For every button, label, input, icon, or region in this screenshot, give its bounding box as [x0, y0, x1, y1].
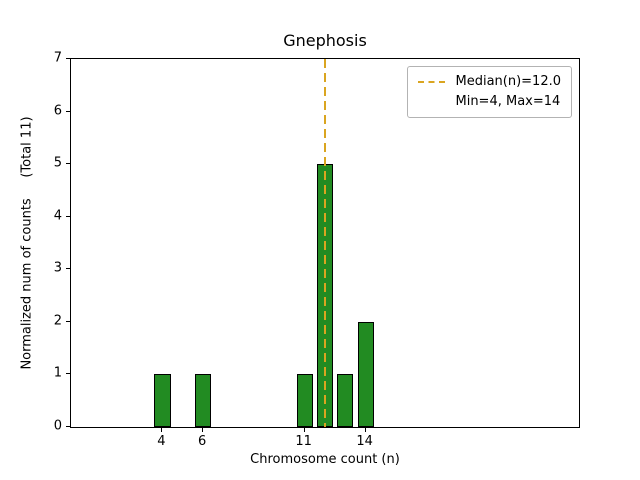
- legend: Median(n)=12.0 Min=4, Max=14: [407, 66, 572, 118]
- y-tick-mark: [66, 163, 70, 165]
- x-tick-mark: [202, 428, 204, 432]
- median-dashed-line-legend-swatch: [418, 80, 446, 83]
- histogram-bar-n13: [337, 374, 354, 427]
- y-tick-mark: [66, 58, 70, 59]
- x-tick-label: 4: [157, 434, 166, 449]
- legend-row-minmax: Min=4, Max=14: [418, 94, 561, 109]
- x-tick-label: 14: [356, 434, 373, 449]
- chart-title: Gnephosis: [283, 31, 367, 50]
- median-line: [324, 59, 326, 427]
- legend-median-label: Median(n)=12.0: [455, 74, 561, 89]
- x-tick-mark: [161, 428, 163, 432]
- histogram-bar-n14: [357, 321, 374, 427]
- y-tick-mark: [66, 215, 70, 217]
- legend-minmax-label: Min=4, Max=14: [455, 94, 561, 109]
- y-tick-mark: [66, 373, 70, 375]
- histogram-bar-n4: [154, 374, 171, 427]
- x-tick-label: 11: [295, 434, 312, 449]
- y-tick-mark: [66, 320, 70, 322]
- plot-area: Median(n)=12.0 Min=4, Max=14: [70, 58, 580, 428]
- legend-row-median: Median(n)=12.0: [418, 74, 561, 89]
- y-tick-mark: [66, 268, 70, 270]
- y-tick-label: 6: [53, 103, 62, 119]
- y-axis-label: Normalized num of counts (Total 11): [19, 116, 35, 370]
- y-tick-label: 0: [53, 418, 62, 434]
- y-tick-label: 4: [53, 208, 62, 224]
- x-tick-mark: [303, 428, 305, 432]
- y-tick-label: 1: [53, 365, 62, 381]
- x-axis-label: Chromosome count (n): [250, 452, 400, 467]
- y-tick-mark: [66, 110, 70, 112]
- histogram-bar-n11: [296, 374, 313, 427]
- x-tick-mark: [364, 428, 366, 432]
- histogram-bar-n6: [194, 374, 212, 427]
- y-tick-label: 3: [53, 260, 62, 276]
- y-tick-label: 7: [53, 50, 62, 66]
- y-tick-label: 2: [53, 313, 62, 329]
- y-tick-label: 5: [53, 155, 62, 171]
- y-tick-mark: [66, 426, 70, 427]
- x-tick-label: 6: [197, 434, 207, 449]
